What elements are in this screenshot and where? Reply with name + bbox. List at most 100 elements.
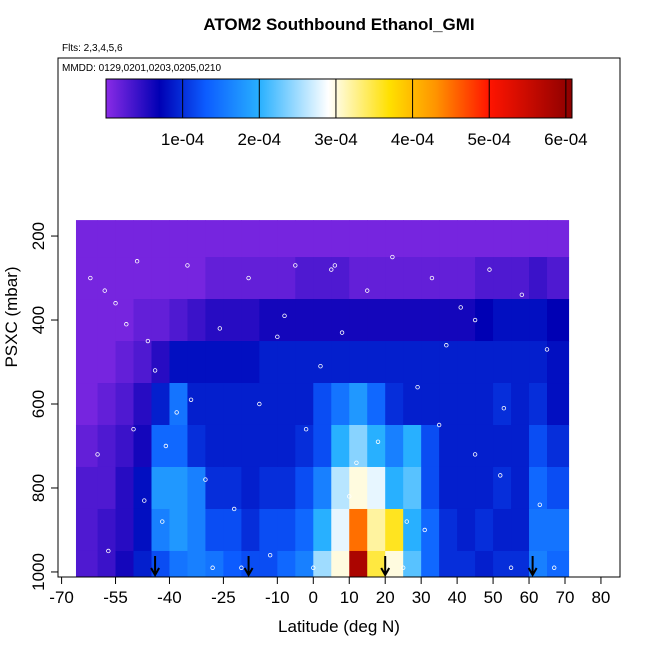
x-tick-label: -55 xyxy=(103,588,128,607)
heatmap-cell xyxy=(75,508,99,552)
heatmap-cell xyxy=(187,341,206,384)
annotation: MMDD: 0129,0201,0203,0205,0210 xyxy=(62,63,221,74)
heatmap-cell xyxy=(511,424,530,468)
heatmap-cell xyxy=(133,299,152,342)
heatmap-cell xyxy=(187,508,206,552)
heatmap-cell xyxy=(313,341,332,384)
heatmap-cell xyxy=(151,299,170,342)
heatmap-cell xyxy=(385,383,404,426)
heatmap-cell xyxy=(367,466,386,510)
observation-point xyxy=(160,519,165,524)
heatmap-cell xyxy=(331,341,350,384)
heatmap-cell xyxy=(259,383,278,426)
observation-point xyxy=(444,343,449,348)
observation-point xyxy=(429,275,435,281)
y-axis-label: PSXC (mbar) xyxy=(2,266,21,367)
heatmap-cell xyxy=(367,299,386,342)
heatmap-cell xyxy=(115,550,135,577)
heatmap-cell xyxy=(187,257,206,300)
colorbar-tick-label: 6e-04 xyxy=(544,130,587,149)
heatmap-cell xyxy=(493,466,512,510)
heatmap-cell xyxy=(115,466,135,510)
heatmap-cell xyxy=(295,424,314,468)
heatmap-cell xyxy=(295,299,314,342)
observation-point xyxy=(318,364,323,369)
heatmap-cell xyxy=(511,220,530,258)
heatmap-cell xyxy=(457,257,476,300)
heatmap-cell xyxy=(133,550,152,577)
heatmap-cell xyxy=(187,466,206,510)
observation-point xyxy=(498,473,503,478)
heatmap-cell xyxy=(115,220,135,258)
observation-point xyxy=(472,452,478,457)
observation-point xyxy=(404,519,409,524)
heatmap-cell xyxy=(529,341,548,384)
heatmap-cell xyxy=(97,257,117,300)
heatmap-cell xyxy=(493,508,512,552)
observation-point xyxy=(185,263,190,268)
heatmap-cell xyxy=(439,508,458,552)
heatmap-cell xyxy=(349,220,368,258)
heatmap-cell xyxy=(75,257,99,300)
heatmap-cell xyxy=(223,220,242,258)
observation-point xyxy=(124,322,129,327)
x-tick-label: 60 xyxy=(520,588,539,607)
heatmap-cell xyxy=(511,508,530,552)
heatmap-cell xyxy=(547,383,570,426)
heatmap-cell xyxy=(475,257,494,300)
heatmap-cell xyxy=(75,220,99,258)
heatmap-cell xyxy=(295,383,314,426)
heatmap-cell xyxy=(259,257,278,300)
heatmap-cell xyxy=(439,341,458,384)
heatmap-cell xyxy=(421,341,440,384)
heatmap-cell xyxy=(115,424,135,468)
heatmap-cell xyxy=(511,299,530,342)
observation-point xyxy=(102,288,107,293)
heatmap-cell xyxy=(457,383,476,426)
heatmap-cell xyxy=(241,466,260,510)
colorbar xyxy=(105,78,573,119)
heatmap-cell xyxy=(295,466,314,510)
observation-point xyxy=(544,347,550,352)
heatmap-cell xyxy=(349,257,368,300)
observation-point xyxy=(354,460,359,465)
heatmap-cell xyxy=(169,508,188,552)
arrow xyxy=(527,556,538,578)
heatmap-cell xyxy=(205,424,224,468)
x-tick-label: -70 xyxy=(49,588,74,607)
heatmap-cell xyxy=(547,299,570,342)
heatmap-cell xyxy=(205,341,224,384)
heatmap-cell xyxy=(187,299,206,342)
observation-point xyxy=(458,305,463,310)
heatmap-cell xyxy=(457,550,476,577)
heatmap-cell xyxy=(205,466,224,510)
heatmap-cell xyxy=(151,341,170,384)
x-tick-label: 10 xyxy=(340,588,359,607)
observation-point xyxy=(501,405,507,411)
heatmap-cell xyxy=(349,299,368,342)
heatmap-cell xyxy=(385,257,404,300)
heatmap-cell xyxy=(493,257,512,300)
heatmap-cell xyxy=(349,550,368,577)
heatmap-cell xyxy=(367,383,386,426)
heatmap-cell xyxy=(277,257,296,300)
heatmap-cell xyxy=(529,466,548,510)
heatmap-cell xyxy=(313,220,332,258)
observation-point xyxy=(267,552,273,558)
heatmap-cell xyxy=(475,466,494,510)
heatmap-cell xyxy=(367,220,386,258)
observation-point xyxy=(239,565,244,570)
plot-frame xyxy=(57,57,621,578)
heatmap-cell xyxy=(367,341,386,384)
heatmap-cell xyxy=(385,424,404,468)
heatmap-cell xyxy=(511,466,530,510)
observation-point xyxy=(329,267,334,272)
heatmap-cell xyxy=(187,220,206,258)
heatmap-cell xyxy=(457,508,476,552)
heatmap-cell xyxy=(493,299,512,342)
heatmap-cell xyxy=(493,424,512,468)
heatmap-cell xyxy=(223,424,242,468)
heatmap-cell xyxy=(277,466,296,510)
heatmap-cell xyxy=(133,383,152,426)
observation-point xyxy=(275,334,280,340)
